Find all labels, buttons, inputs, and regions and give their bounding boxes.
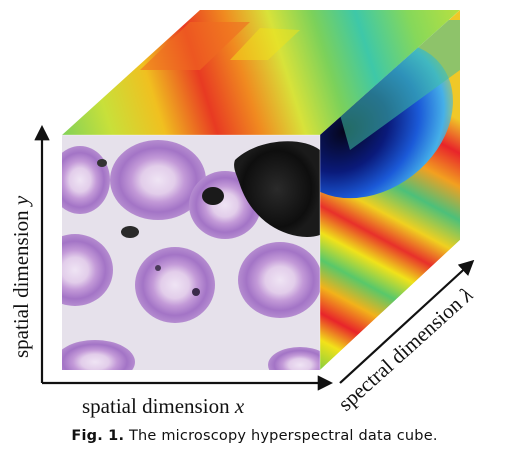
blood-cell — [135, 247, 215, 323]
dark-inclusion — [192, 288, 200, 296]
axis-arrows — [34, 124, 475, 391]
x-axis-label: spatial dimension x — [82, 394, 245, 418]
blood-cell — [62, 146, 110, 214]
dark-inclusion — [155, 265, 161, 271]
y-axis-label: spatial dimension y — [9, 195, 33, 358]
cube-front-face-microscopy — [62, 135, 320, 370]
figure-caption-label: Fig. 1. — [71, 428, 125, 444]
blood-cell — [268, 347, 320, 370]
dark-inclusion — [202, 187, 224, 205]
figure-caption-text: The microscopy hyperspectral data cube. — [124, 428, 438, 444]
blood-cell — [110, 140, 206, 220]
blood-cell — [62, 234, 113, 306]
lambda-axis-arrow — [339, 259, 475, 384]
blood-cell — [238, 242, 320, 318]
blood-cell — [62, 340, 135, 370]
dark-inclusion — [121, 226, 139, 238]
cube-edges — [62, 134, 321, 370]
dark-inclusion — [97, 159, 107, 167]
figure-caption: Fig. 1. The microscopy hyperspectral dat… — [0, 428, 509, 444]
cube-top-face — [62, 10, 460, 135]
dark-inclusion — [234, 141, 320, 237]
